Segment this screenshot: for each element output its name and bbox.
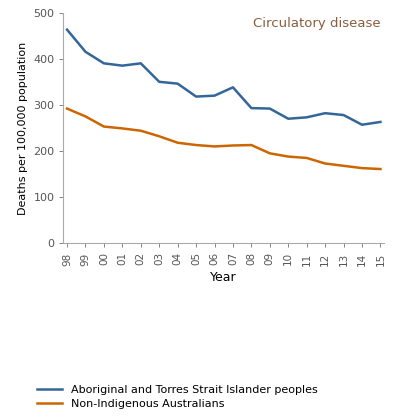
Y-axis label: Deaths per 100,000 population: Deaths per 100,000 population xyxy=(18,41,28,215)
Text: Circulatory disease: Circulatory disease xyxy=(253,17,381,30)
X-axis label: Year: Year xyxy=(210,271,237,284)
Legend: Aboriginal and Torres Strait Islander peoples, Non-Indigenous Australians: Aboriginal and Torres Strait Islander pe… xyxy=(37,385,317,409)
